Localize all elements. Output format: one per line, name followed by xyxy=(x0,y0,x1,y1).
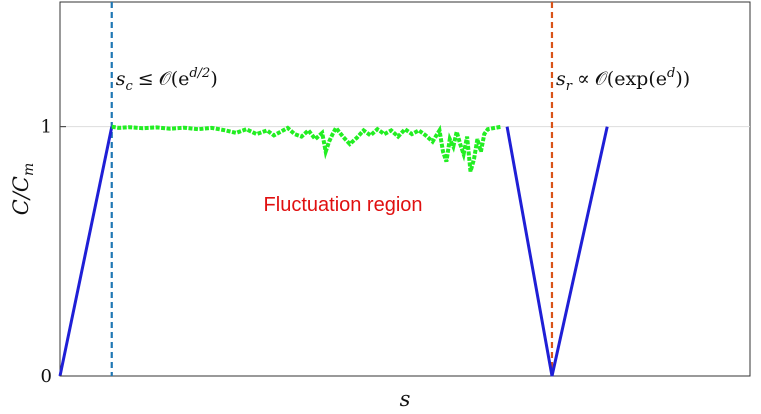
series-fluctuation-line xyxy=(111,124,502,173)
sc-annotation: sc ≤ 𝒪(ed/2) xyxy=(116,66,218,94)
sr-annotation-close: )) xyxy=(675,68,690,90)
y-tick-label: 0 xyxy=(41,366,52,387)
y-axis-label: C/Cm xyxy=(9,163,37,216)
series-rise-line xyxy=(58,126,114,377)
sr-annotation-rel: ∝ xyxy=(577,68,590,90)
sr-annotation-lhs: s xyxy=(556,68,566,90)
y-axis-label-main: C/C xyxy=(9,176,33,215)
y-axis-label-sub: m xyxy=(21,163,37,176)
sr-annotation-sup: d xyxy=(667,66,675,81)
sc-annotation-rel: ≤ xyxy=(138,68,154,90)
sr-annotation: sr ∝ 𝒪(exp(ed)) xyxy=(556,66,690,94)
y-tick-label: 1 xyxy=(41,117,52,138)
fluctuation-region-label: Fluctuation region xyxy=(264,194,423,216)
series-v-line xyxy=(505,126,609,377)
sc-annotation-rhs: 𝒪(e xyxy=(159,68,190,90)
sr-annotation-rhs: 𝒪(exp(e xyxy=(595,68,667,90)
x-axis-label: s xyxy=(400,387,411,411)
sc-annotation-sub: c xyxy=(126,79,134,94)
plot-area xyxy=(59,1,751,377)
y-axis-ticks: 01 xyxy=(41,117,66,387)
sr-annotation-sub: r xyxy=(566,79,573,94)
sc-annotation-lhs: s xyxy=(116,68,126,90)
sc-annotation-close: ) xyxy=(210,68,217,90)
sc-annotation-sup: d/2 xyxy=(189,66,210,81)
